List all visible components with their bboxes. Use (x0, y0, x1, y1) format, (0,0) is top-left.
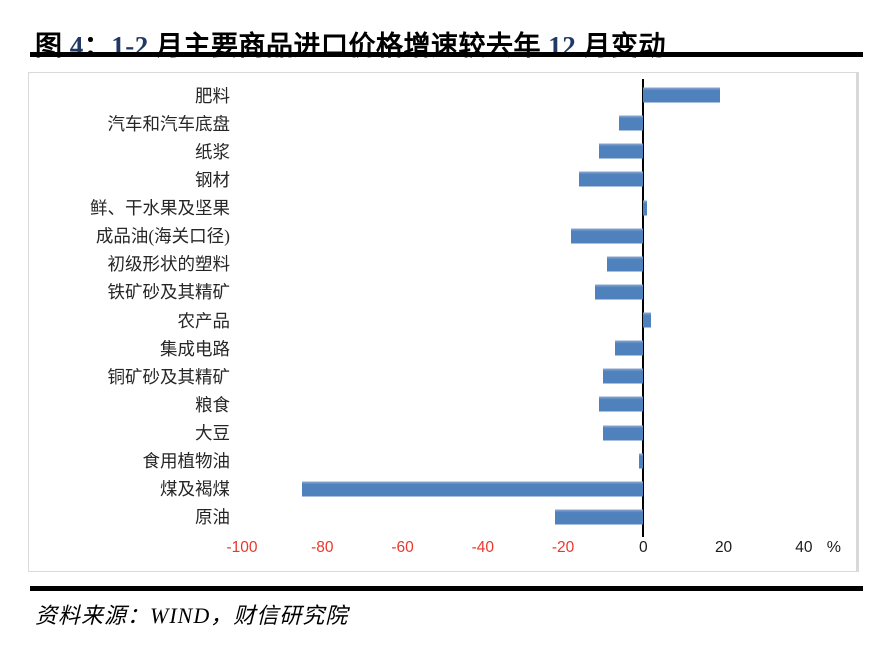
x-tick-label: -80 (311, 539, 334, 556)
chart-rows: 肥料汽车和汽车底盘纸浆钢材鲜、干水果及坚果 成品油(海关口径) 初级形状的塑料 铁矿砂… (29, 81, 856, 531)
chart-row: 鲜、干水果及坚果 (29, 194, 856, 222)
chart-row: 粮食 (29, 390, 856, 418)
chart-row: 铜矿砂及其精矿 (29, 362, 856, 390)
bar (599, 396, 644, 412)
bar (643, 87, 720, 103)
chart-row: 农产品 (29, 306, 856, 334)
title-divider (30, 52, 863, 57)
category-label: 纸浆 (195, 141, 230, 162)
bar (603, 425, 644, 441)
category-label: 铜矿砂及其精矿 (107, 366, 231, 387)
chart-row: 成品油(海关口径) (29, 222, 856, 250)
chart-row: 肥料 (29, 81, 856, 109)
x-axis-ticks: -100 -80 -60 -40 -20 0 20 40% (29, 539, 856, 563)
chart-row: 大豆 (29, 419, 856, 447)
bar (555, 509, 644, 525)
category-label: 煤及褐煤 (160, 479, 230, 500)
category-label: 钢材 (195, 169, 230, 190)
source-note: 资料来源：WIND，财信研究院 (35, 603, 349, 628)
x-axis-unit-label: % (826, 539, 841, 556)
x-tick-label: -20 (551, 539, 575, 556)
zero-axis-line (642, 79, 645, 537)
bar (302, 481, 644, 497)
bar (643, 312, 652, 328)
chart-row: 食用植物油 (29, 447, 856, 475)
x-tick-label: -100 (226, 539, 258, 556)
category-label: 农产品 (177, 310, 231, 331)
chart-row: 钢材 (29, 165, 856, 193)
bar (603, 368, 644, 384)
bar (615, 340, 644, 356)
bar (639, 453, 644, 469)
category-label: 汽车和汽车底盘 (107, 113, 231, 134)
category-label: 成品油(海关口径) (95, 226, 230, 247)
chart-row: 初级形状的塑料 (29, 250, 856, 278)
chart-row: 铁矿砂及其精矿 (29, 278, 856, 306)
chart-row: 集成电路 (29, 334, 856, 362)
bar (579, 171, 644, 187)
category-label: 初级形状的塑料 (107, 254, 231, 275)
x-tick-label: -40 (471, 539, 494, 556)
category-label: 大豆 (195, 423, 230, 444)
category-label: 鲜、干水果及坚果 (90, 198, 230, 219)
x-tick-label: 40 (795, 539, 813, 556)
x-tick-label: 0 (638, 539, 648, 556)
chart-row: 纸浆 (29, 137, 856, 165)
bar (595, 284, 644, 300)
import-price-bar-chart: 肥料汽车和汽车底盘纸浆钢材鲜、干水果及坚果 成品油(海关口径) 初级形状的塑料 铁矿砂… (28, 72, 859, 572)
bar (599, 143, 644, 159)
bar (607, 256, 644, 272)
category-label: 原油 (195, 507, 230, 528)
x-tick-label: -60 (391, 539, 414, 556)
chart-row: 原油 (29, 503, 856, 531)
category-label: 铁矿砂及其精矿 (107, 282, 231, 303)
bar (643, 200, 648, 216)
source-divider (30, 586, 863, 591)
category-label: 粮食 (195, 394, 230, 415)
figure-title: 图 4：1-2 月主要商品进口价格增速较去年 12 月变动 (35, 24, 875, 63)
chart-row: 汽车和汽车底盘 (29, 109, 856, 137)
category-label: 肥料 (195, 85, 230, 106)
category-label: 食用植物油 (142, 451, 231, 472)
x-tick-label: 20 (714, 539, 733, 556)
bar (571, 228, 644, 244)
chart-row: 煤及褐煤 (29, 475, 856, 503)
category-label: 集成电路 (160, 338, 230, 359)
bar (619, 115, 644, 131)
